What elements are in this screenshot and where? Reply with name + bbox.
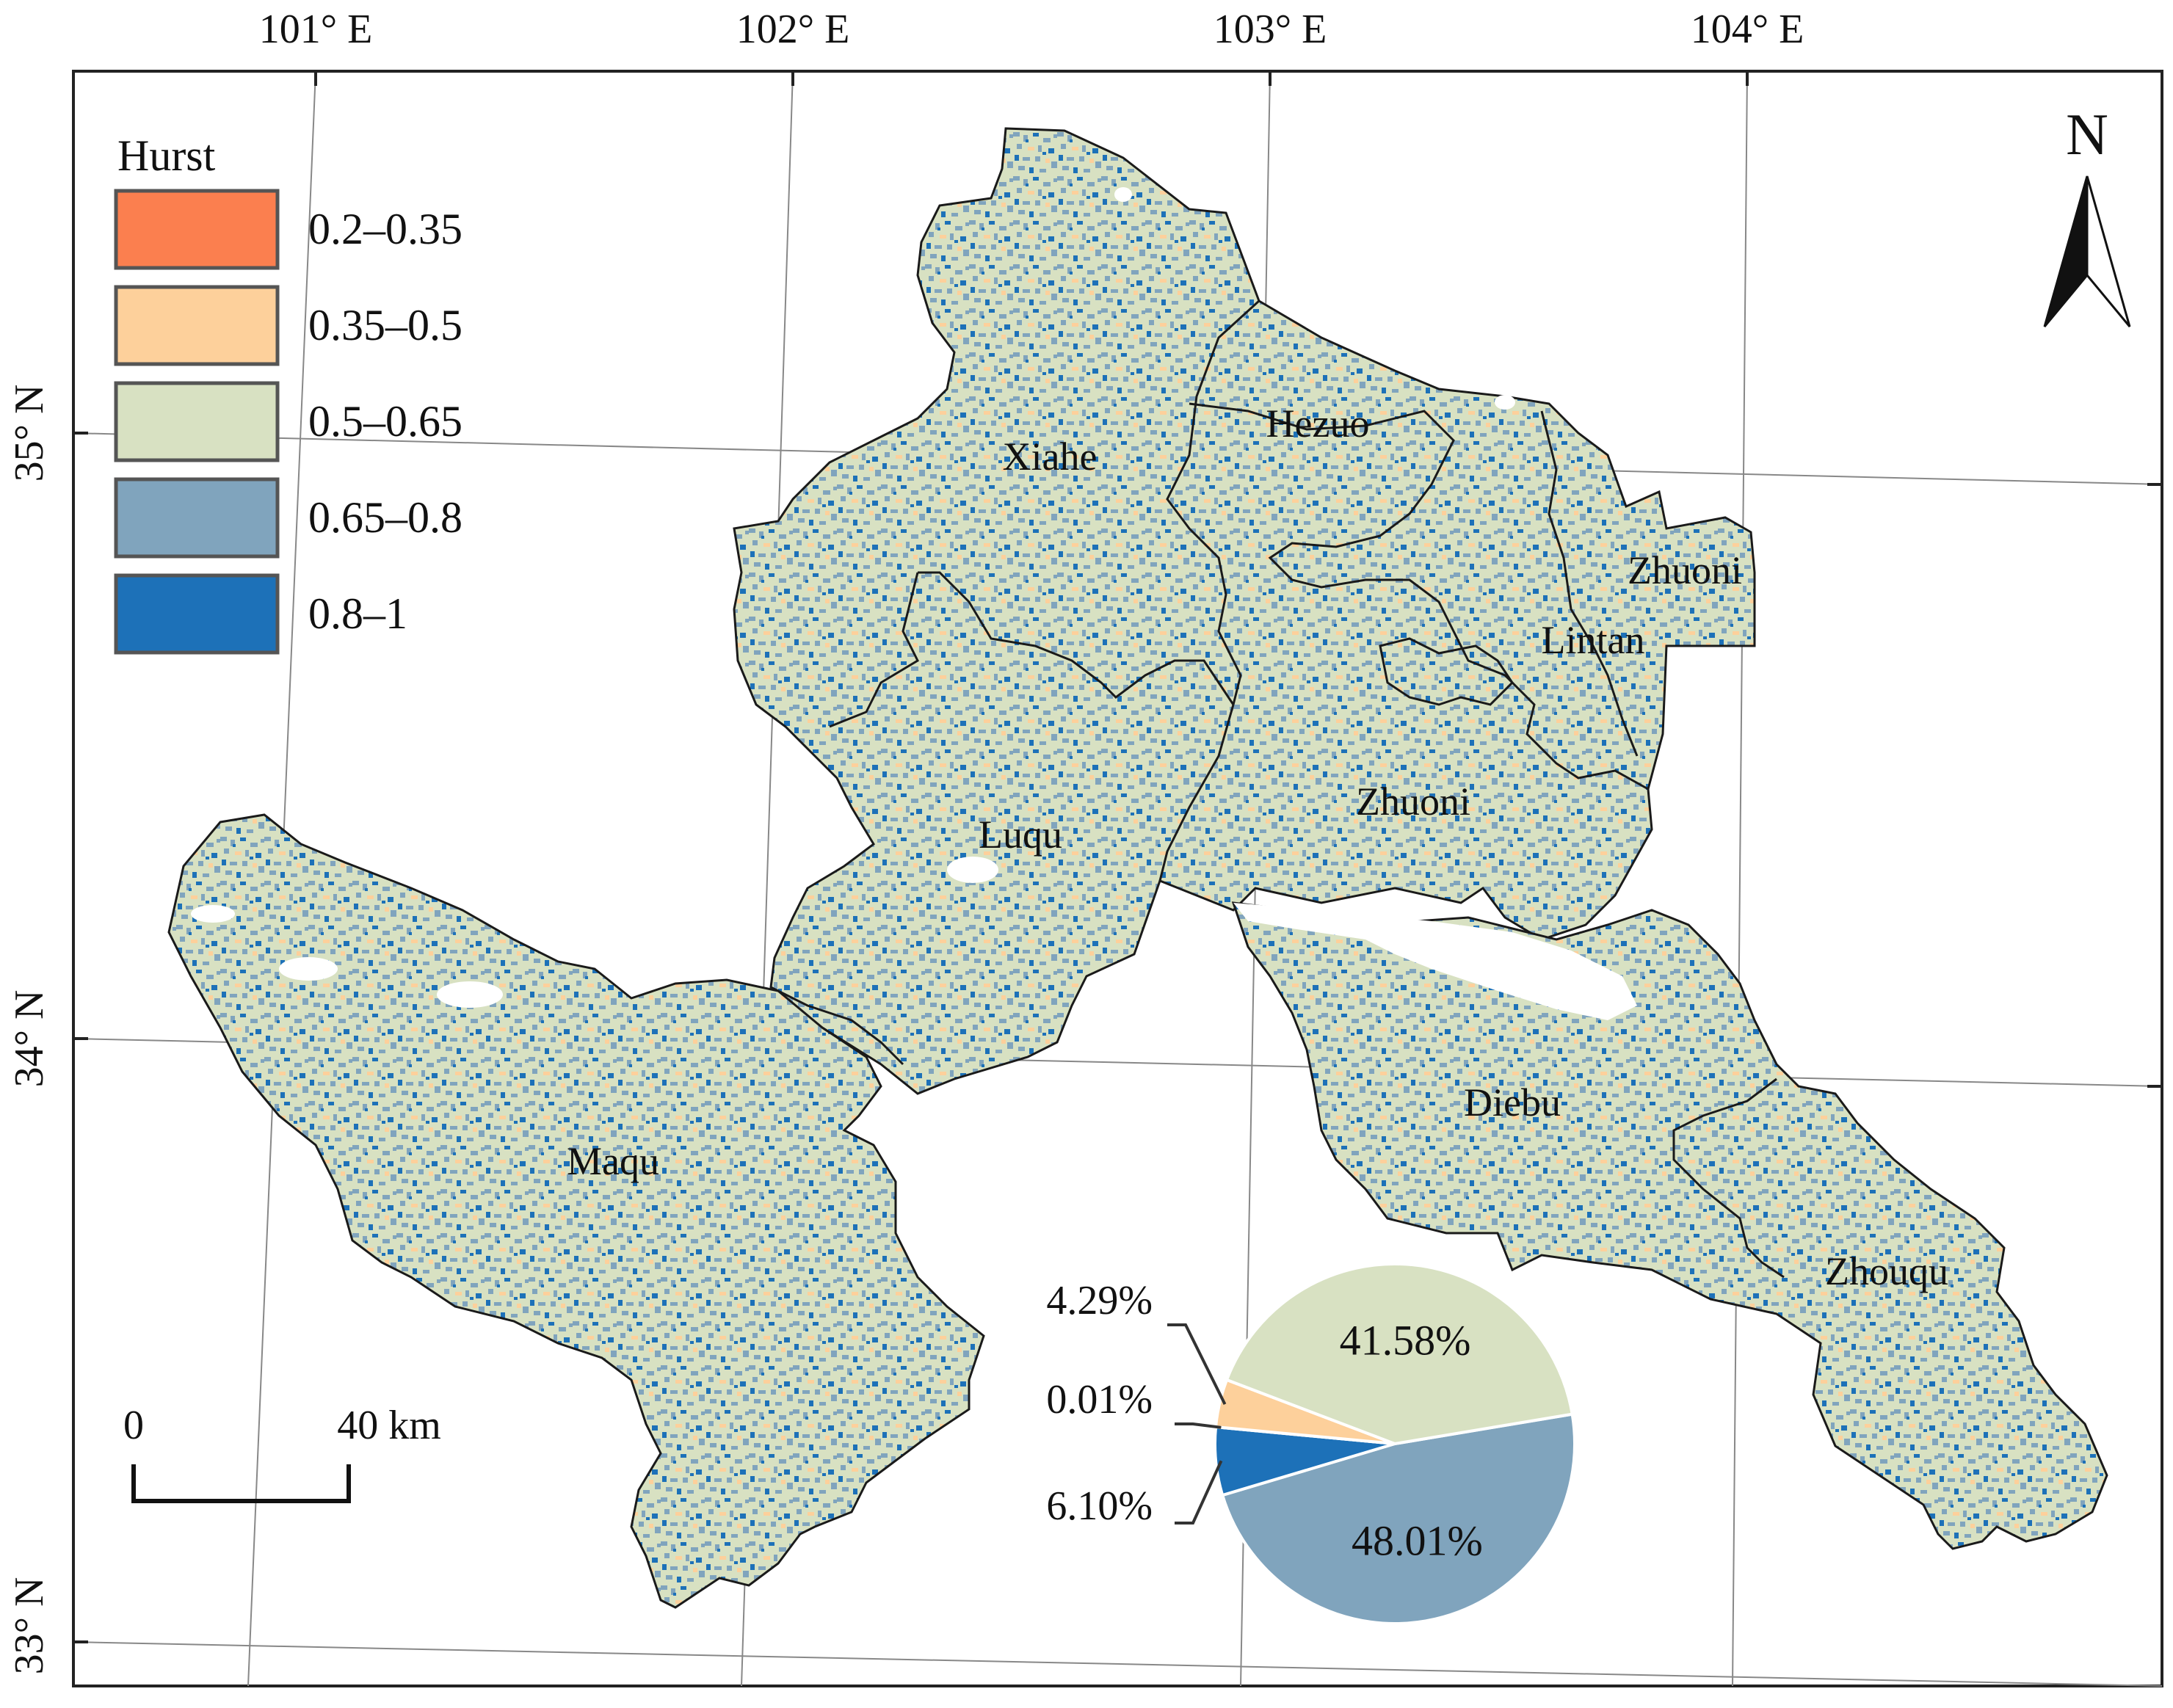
boundary-xiahe-luqu: [918, 571, 1235, 705]
place-labels: Xiahe Hezuo Zhuoni Lintan Zhuoni Luqu Ma…: [567, 401, 1948, 1293]
legend-swatch-3: [114, 477, 280, 559]
pie-label-3: 48.01%: [1352, 1516, 1483, 1564]
pie-leader-lines: [1167, 1323, 1227, 1525]
lon-label-101: 101° E: [259, 7, 373, 52]
scale-bar-line: [131, 1464, 351, 1503]
label-lintan: Lintan: [1542, 618, 1645, 662]
label-zhouqu: Zhouqu: [1825, 1249, 1948, 1293]
legend-swatch-4: [114, 573, 280, 655]
boundary-diebu-zhouqu: [1672, 1078, 1785, 1279]
county-boundaries: [770, 299, 1785, 1279]
boundary-luqu-maqu: [770, 986, 904, 1066]
boundary-luqu-west: [829, 572, 919, 728]
lat-label-34: 34° N: [7, 990, 52, 1088]
label-xiahe: Xiahe: [1003, 435, 1098, 479]
legend-swatch-0: [114, 189, 280, 270]
boundary-xiahe-hezuo: [1166, 299, 1260, 705]
north-arrow-right-half: [2086, 175, 2131, 327]
latitude-labels: 35° N 34° N 33° N: [7, 385, 52, 1675]
frame-ticks: [73, 71, 2162, 1643]
pie-label-2: 41.58%: [1340, 1317, 1471, 1364]
legend-label-1: 0.35–0.5: [308, 301, 462, 349]
label-hezuo: Hezuo: [1266, 401, 1370, 446]
label-zhuoni: Zhuoni: [1356, 779, 1470, 824]
lon-label-103: 103° E: [1214, 7, 1327, 52]
legend-label-2: 0.5–0.65: [308, 397, 462, 446]
longitude-labels: 101° E 102° E 103° E 104° E: [259, 7, 1804, 52]
legend-swatch-2: [114, 381, 280, 462]
pie-label-0: 0.01%: [1046, 1377, 1153, 1422]
study-area: [167, 127, 2108, 1609]
legend-label-3: 0.65–0.8: [308, 493, 462, 542]
label-maqu: Maqu: [567, 1139, 659, 1183]
pie-leader-1: [1167, 1323, 1227, 1406]
label-luqu: Luqu: [979, 813, 1062, 857]
lat-label-35: 35° N: [7, 385, 52, 482]
pie-slices: [1213, 1262, 1576, 1625]
legend: Hurst 0.2–0.350.35–0.50.5–0.650.65–0.80.…: [114, 131, 462, 655]
pie-leader-4: [1175, 1460, 1223, 1525]
pie-label-1: 4.29%: [1046, 1278, 1153, 1323]
legend-swatch-1: [114, 285, 280, 366]
legend-title: Hurst: [117, 131, 216, 180]
scale-bar-start: 0: [123, 1403, 144, 1448]
scale-bar: 0 40 km: [123, 1403, 441, 1503]
region-maqu: [167, 813, 985, 1609]
boundary-lintan-enclave: [1379, 637, 1514, 706]
pie-labels: 41.58% 48.01% 4.29% 0.01% 6.10%: [1046, 1278, 1482, 1564]
lat-label-33: 33° N: [7, 1577, 52, 1675]
legend-items: 0.2–0.35 0.35–0.5 0.5–0.65 0.65–0.8 0.8–1: [114, 189, 462, 655]
label-zhuoni-north: Zhuoni: [1628, 548, 1742, 592]
pie-slice-3: [1220, 1412, 1576, 1625]
pie-chart: 41.58% 48.01% 4.29% 0.01% 6.10%: [1046, 1262, 1576, 1625]
north-arrow-label: N: [2066, 103, 2108, 167]
boundary-hezuo-east: [1189, 402, 1649, 791]
parallel-33: [73, 1641, 2163, 1687]
pie-slice-2: [1225, 1262, 1574, 1446]
no-data-areas: [191, 187, 1637, 1020]
pie-label-4: 6.10%: [1046, 1483, 1153, 1529]
label-diebu: Diebu: [1464, 1080, 1561, 1124]
meridian-104: [1732, 70, 1748, 1687]
legend-label-0: 0.2–0.35: [308, 205, 462, 253]
region-diebu-zhouqu: [1231, 901, 2108, 1550]
boundary-lintan-zhuoni: [1540, 410, 1639, 757]
lon-label-104: 104° E: [1691, 7, 1804, 52]
north-arrow: N: [2043, 103, 2131, 327]
pie-leader-0: [1175, 1422, 1222, 1429]
legend-label-4: 0.8–1: [308, 589, 407, 638]
region-north: [733, 127, 1756, 1095]
boundary-luqu-zhuoni: [1158, 704, 1235, 882]
lon-label-102: 102° E: [736, 7, 850, 52]
scale-bar-end: 40 km: [337, 1403, 441, 1448]
